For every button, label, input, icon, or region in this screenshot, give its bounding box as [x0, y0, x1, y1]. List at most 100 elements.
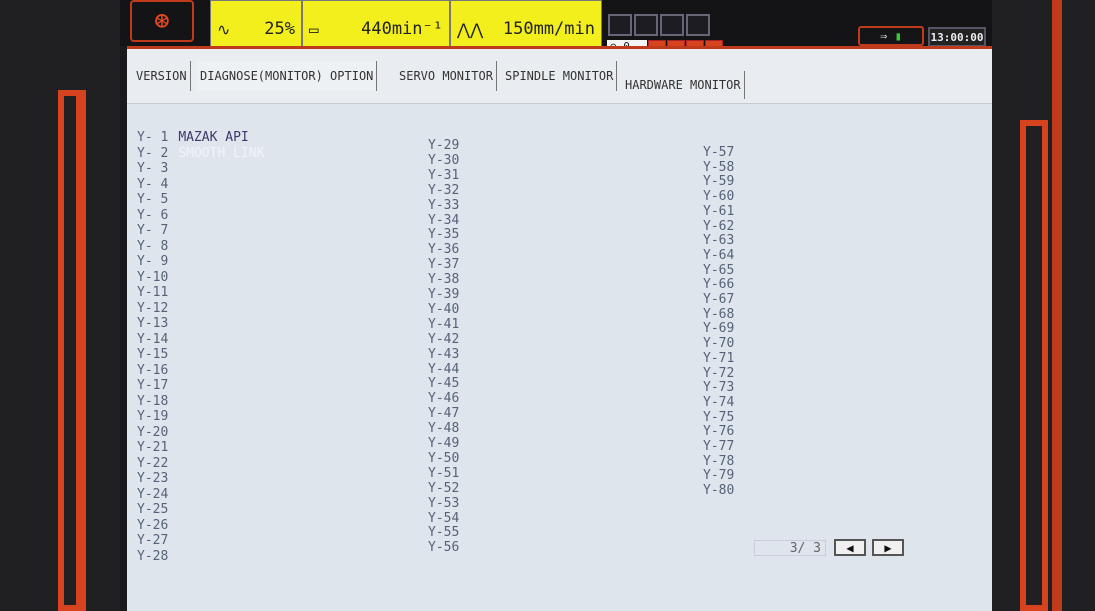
network-button[interactable]: ⇒ ▮ [858, 26, 924, 46]
option-id: Y-50 [428, 450, 460, 466]
option-row: Y-26 [137, 519, 168, 532]
option-row: Y- 2 SMOOTH LINK [137, 147, 264, 160]
option-id: Y-59 [703, 174, 735, 190]
option-row: Y-11 [137, 286, 168, 299]
status-slot [660, 14, 684, 36]
bezel-left [0, 0, 120, 611]
option-row: Y-38 [428, 273, 459, 286]
option-id: Y-75 [703, 409, 735, 425]
option-row: Y- 9 [137, 255, 168, 268]
option-id: Y-73 [703, 380, 735, 396]
option-id: Y-80 [703, 483, 735, 499]
option-id: Y-29 [428, 138, 460, 153]
option-id: Y-45 [428, 376, 460, 392]
option-id: Y-16 [137, 362, 169, 378]
option-row: Y-77 [703, 440, 734, 453]
triangle-right-icon: ▶ [884, 540, 892, 555]
option-id: Y- 5 [137, 192, 169, 207]
option-row: Y-70 [703, 337, 734, 350]
option-id: Y-46 [428, 391, 460, 407]
option-id: Y-34 [428, 212, 460, 228]
option-row: Y-59 [703, 175, 734, 188]
option-row: Y-52 [428, 482, 459, 495]
option-row: Y-69 [703, 322, 734, 335]
option-row: Y-74 [703, 396, 734, 409]
status-slot [608, 14, 632, 36]
tab-servo-monitor[interactable]: SERVO MONITOR [396, 61, 497, 91]
option-id: Y-33 [428, 197, 460, 213]
option-row: Y- 6 [137, 209, 168, 222]
option-row: Y-28 [137, 550, 168, 563]
option-id: Y-22 [137, 455, 169, 471]
option-id: Y-17 [137, 378, 169, 393]
option-row: Y-73 [703, 381, 734, 394]
option-id: Y-53 [428, 495, 460, 511]
option-id: Y-24 [137, 486, 169, 502]
option-id: Y-36 [428, 242, 460, 258]
option-id: Y-69 [703, 321, 735, 337]
option-id: Y-39 [428, 287, 460, 302]
option-row: Y-35 [428, 228, 459, 241]
option-row: Y-34 [428, 214, 459, 227]
option-row: Y-14 [137, 333, 168, 346]
option-row: Y-42 [428, 333, 459, 346]
option-row: Y- 8 [137, 240, 168, 253]
option-row: Y-60 [703, 190, 734, 203]
option-id: Y-41 [428, 316, 460, 332]
option-id: Y- 4 [137, 176, 169, 192]
option-row: Y-58 [703, 161, 734, 174]
option-id: Y-19 [137, 409, 169, 424]
tab-version[interactable]: VERSION [133, 61, 191, 91]
prev-page-button[interactable]: ◀ [834, 539, 866, 556]
tab-diagnose-option[interactable]: DIAGNOSE(MONITOR) OPTION [197, 61, 378, 91]
option-id: Y-66 [703, 277, 735, 293]
option-id: Y-18 [137, 393, 169, 409]
option-id: Y-77 [703, 439, 735, 454]
option-id: Y-70 [703, 336, 735, 352]
option-row: Y-55 [428, 526, 459, 539]
option-row: Y-64 [703, 249, 734, 262]
option-row: Y-12 [137, 302, 168, 315]
option-row: Y-79 [703, 469, 734, 482]
option-row: Y-65 [703, 264, 734, 277]
option-row: Y-31 [428, 169, 459, 182]
option-id: Y-65 [703, 262, 735, 278]
option-row: Y-67 [703, 293, 734, 306]
option-id: Y-28 [137, 548, 169, 564]
option-id: Y-13 [137, 316, 169, 331]
option-id: Y-15 [137, 347, 169, 362]
option-row: Y-80 [703, 484, 734, 497]
option-row: Y-63 [703, 234, 734, 247]
home-arrow-icon: ⊛ [154, 6, 170, 36]
option-id: Y-21 [137, 440, 169, 455]
option-id: Y-26 [137, 517, 169, 533]
option-name: SMOOTH LINK [178, 145, 265, 161]
option-row: Y-50 [428, 452, 459, 465]
option-row: Y-54 [428, 512, 459, 525]
option-id: Y-78 [703, 453, 735, 469]
option-row: Y-13 [137, 317, 168, 330]
next-page-button[interactable]: ▶ [872, 539, 904, 556]
option-id: Y- 7 [137, 223, 169, 238]
option-row: Y-33 [428, 199, 459, 212]
option-row: Y-62 [703, 220, 734, 233]
option-id: Y-61 [703, 203, 735, 219]
option-id: Y-31 [428, 167, 460, 183]
tab-spindle-monitor[interactable]: SPINDLE MONITOR [502, 61, 618, 91]
option-id: Y-71 [703, 350, 735, 366]
option-row: Y-49 [428, 437, 459, 450]
option-id: Y-23 [137, 471, 169, 486]
status-slot [686, 14, 710, 36]
option-row: Y-61 [703, 205, 734, 218]
option-row: Y- 7 [137, 224, 168, 237]
option-row: Y-15 [137, 348, 168, 361]
option-name: MAZAK API [178, 130, 249, 145]
tab-hardware-monitor[interactable]: HARDWARE MONITOR [622, 71, 745, 99]
home-button[interactable]: ⊛ [130, 0, 194, 42]
option-id: Y-11 [137, 285, 169, 300]
option-id: Y- 9 [137, 254, 169, 269]
page-indicator: 3/ 3 [754, 540, 826, 556]
option-id: Y- 1 [137, 130, 169, 145]
option-row: Y-29 [428, 139, 459, 152]
option-id: Y-37 [428, 257, 460, 273]
